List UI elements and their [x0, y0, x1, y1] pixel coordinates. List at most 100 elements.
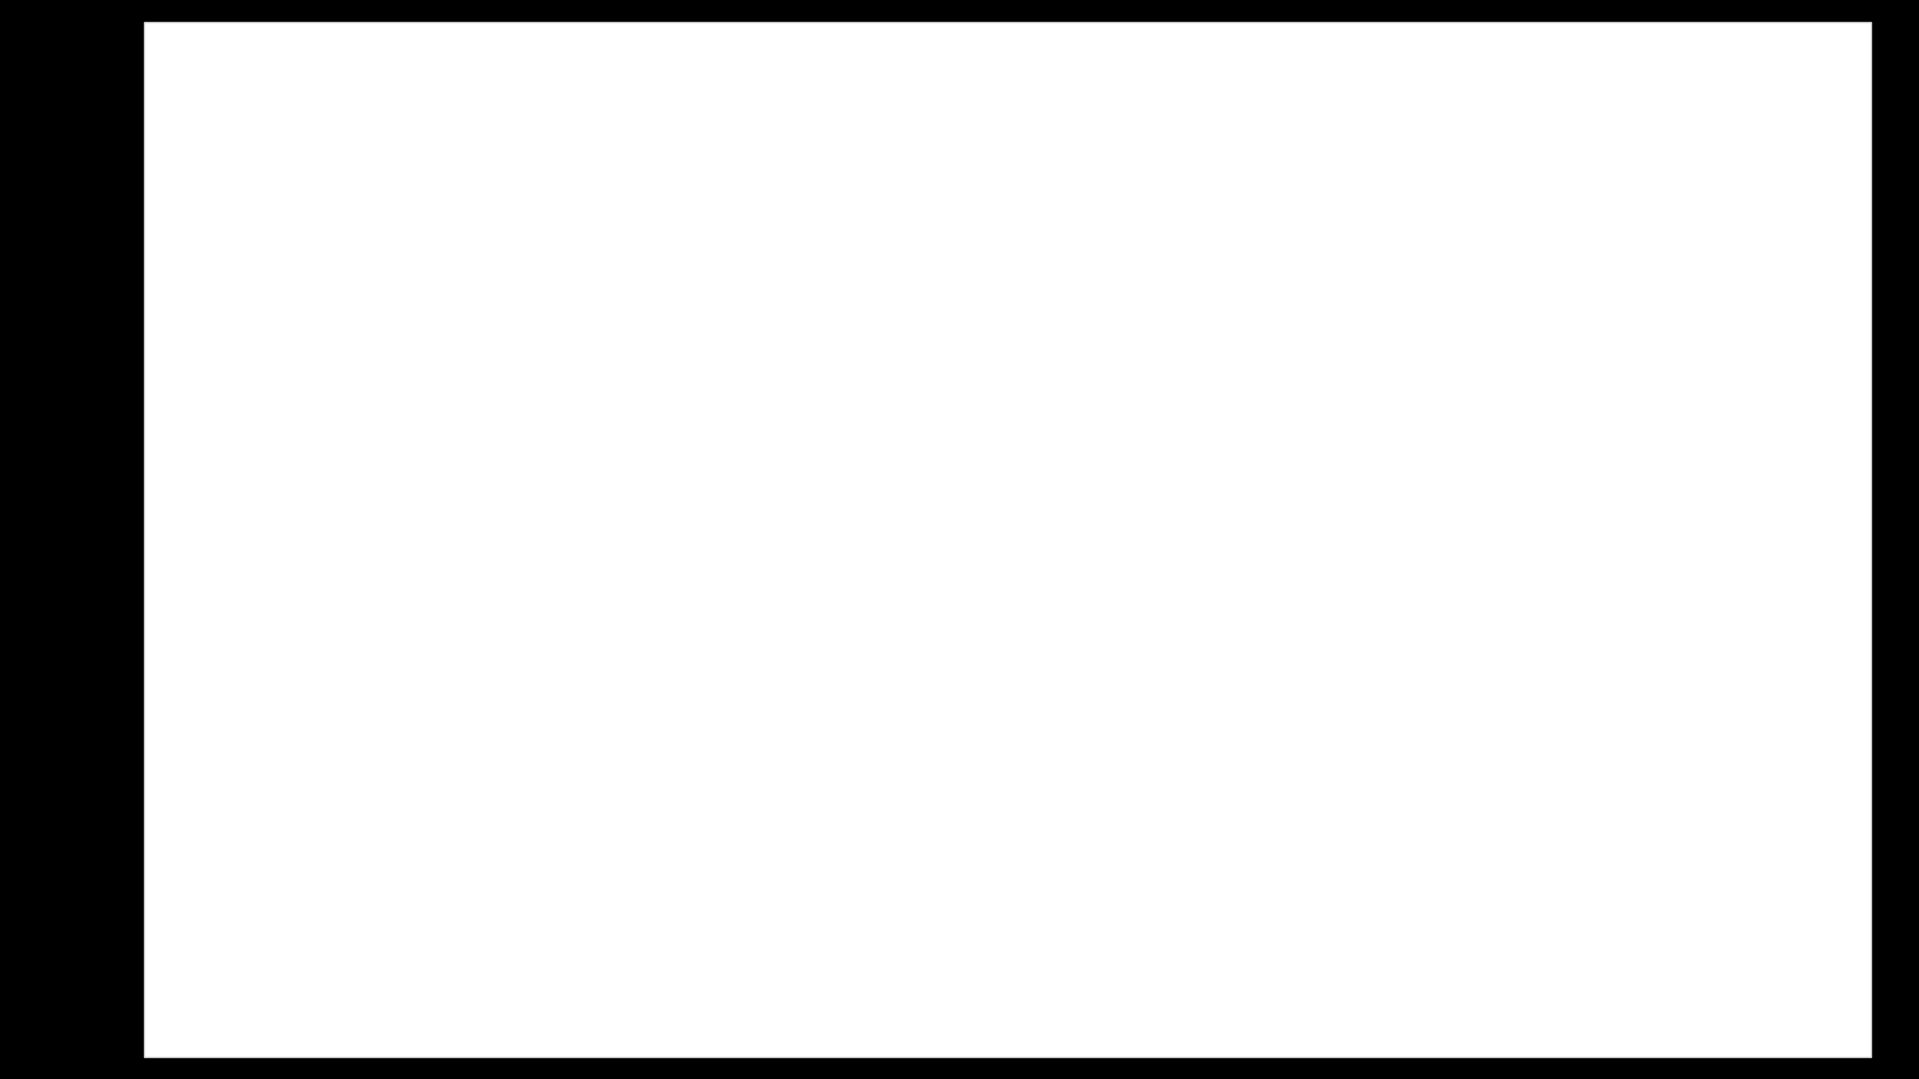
- Circle shape: [1403, 556, 1409, 559]
- Bar: [1055, 367, 1078, 382]
- Ellipse shape: [1520, 864, 1652, 906]
- Circle shape: [1220, 658, 1226, 661]
- Text: Sequence ends: Sequence ends: [1341, 521, 1458, 536]
- Circle shape: [1495, 658, 1501, 660]
- Bar: [436, 681, 624, 687]
- Bar: [1088, 349, 1111, 364]
- Bar: [1480, 565, 1499, 686]
- Text: pre-mRNA: pre-mRNA: [470, 574, 530, 584]
- Text: Short insert: Short insert: [946, 707, 1021, 720]
- Bar: [879, 684, 969, 695]
- Bar: [921, 585, 961, 595]
- Circle shape: [1510, 668, 1516, 671]
- Circle shape: [1188, 615, 1194, 618]
- Circle shape: [1478, 578, 1483, 582]
- Bar: [871, 585, 961, 595]
- Bar: [439, 647, 572, 655]
- Bar: [1105, 618, 1140, 628]
- Circle shape: [1562, 552, 1568, 556]
- Circle shape: [1328, 554, 1332, 557]
- Circle shape: [1201, 606, 1205, 610]
- Circle shape: [1224, 627, 1230, 630]
- Circle shape: [1211, 599, 1217, 602]
- Bar: [925, 634, 969, 644]
- Text: Generate cDNA, fragment,
size select, add linkers: Generate cDNA, fragment, size select, ad…: [1257, 284, 1453, 316]
- Bar: [1044, 404, 1067, 419]
- Bar: [1096, 585, 1132, 595]
- Bar: [1090, 459, 1115, 474]
- Bar: [1353, 565, 1374, 686]
- Circle shape: [1380, 708, 1386, 710]
- Bar: [353, 204, 365, 262]
- Bar: [1265, 385, 1288, 400]
- Circle shape: [1399, 598, 1405, 601]
- Bar: [871, 601, 977, 612]
- Circle shape: [1583, 693, 1589, 695]
- Bar: [430, 702, 562, 709]
- Bar: [432, 669, 606, 677]
- Circle shape: [1238, 557, 1244, 560]
- Circle shape: [1399, 684, 1405, 687]
- Text: Map to genome, transcriptome,
and predicted exon junctions: Map to genome, transcriptome, and predic…: [639, 542, 881, 574]
- Circle shape: [1376, 547, 1380, 550]
- Bar: [1067, 684, 1149, 695]
- Circle shape: [1249, 563, 1255, 566]
- Bar: [1069, 422, 1293, 437]
- Circle shape: [1332, 556, 1338, 559]
- Text: Condition 2
(e.g. normal): Condition 2 (e.g. normal): [530, 470, 604, 498]
- Bar: [1065, 618, 1140, 628]
- Bar: [879, 618, 961, 628]
- Circle shape: [1474, 584, 1480, 587]
- Bar: [1416, 565, 1437, 686]
- Circle shape: [1244, 642, 1249, 645]
- Circle shape: [1378, 707, 1382, 709]
- Circle shape: [1313, 697, 1318, 700]
- Bar: [1080, 385, 1288, 400]
- Bar: [353, 146, 365, 262]
- Polygon shape: [699, 315, 948, 484]
- Circle shape: [1384, 645, 1389, 647]
- Circle shape: [1334, 606, 1338, 610]
- Bar: [428, 615, 587, 623]
- Bar: [432, 604, 555, 612]
- Circle shape: [1581, 652, 1587, 655]
- Circle shape: [1462, 704, 1468, 707]
- Circle shape: [1230, 666, 1234, 669]
- Bar: [1303, 558, 1370, 569]
- Circle shape: [1307, 588, 1313, 591]
- Bar: [1107, 634, 1148, 644]
- Bar: [439, 583, 580, 590]
- Circle shape: [1211, 653, 1215, 656]
- Circle shape: [1566, 554, 1572, 557]
- Bar: [1088, 349, 1282, 364]
- Bar: [929, 684, 969, 695]
- Bar: [1107, 601, 1148, 612]
- Circle shape: [1512, 569, 1518, 572]
- FancyBboxPatch shape: [505, 333, 628, 462]
- Bar: [929, 601, 977, 612]
- Bar: [973, 634, 1055, 644]
- Bar: [983, 668, 1065, 678]
- Circle shape: [1537, 672, 1541, 675]
- Circle shape: [1305, 572, 1309, 575]
- Polygon shape: [522, 599, 656, 632]
- Ellipse shape: [1541, 790, 1631, 873]
- Bar: [428, 626, 614, 633]
- Circle shape: [1305, 627, 1311, 630]
- Bar: [1029, 668, 1065, 678]
- Circle shape: [1420, 559, 1426, 561]
- Text: Transcript: Transcript: [384, 636, 432, 645]
- Bar: [977, 652, 1050, 661]
- Circle shape: [1213, 632, 1217, 636]
- Bar: [875, 668, 979, 678]
- Bar: [1069, 422, 1094, 437]
- Circle shape: [1420, 689, 1426, 693]
- Circle shape: [1272, 700, 1278, 704]
- Bar: [1017, 618, 1057, 628]
- Bar: [969, 618, 1057, 628]
- Circle shape: [1276, 631, 1282, 634]
- Circle shape: [1186, 575, 1192, 578]
- Circle shape: [1182, 605, 1186, 609]
- Circle shape: [1316, 592, 1322, 595]
- Bar: [1057, 634, 1148, 644]
